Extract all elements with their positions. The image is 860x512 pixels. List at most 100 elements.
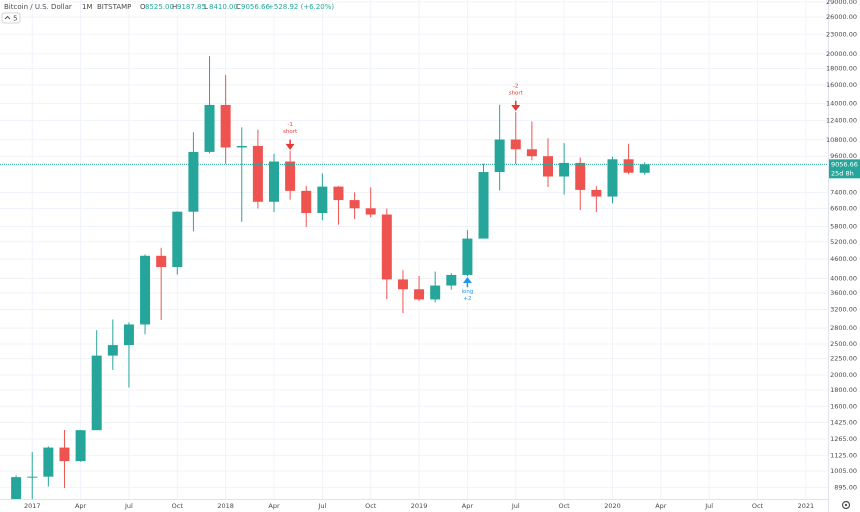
y-tick-label: 14000.00 — [826, 100, 857, 108]
candle-body — [397, 279, 408, 290]
x-tick-label: Apr — [655, 502, 667, 510]
candle-body — [59, 447, 70, 462]
y-tick-label: 2250.00 — [830, 355, 857, 363]
candle-body — [317, 186, 328, 214]
x-tick-label: Apr — [462, 502, 474, 510]
x-tick-label: 2020 — [604, 502, 621, 510]
candle-body — [301, 190, 312, 214]
x-tick-label: Jul — [511, 502, 520, 510]
signal-arrow — [462, 277, 472, 288]
candle-body — [446, 274, 457, 286]
candle-body — [107, 345, 118, 356]
candle-body — [43, 447, 54, 477]
candle-body — [430, 285, 441, 300]
candle-body — [156, 255, 167, 268]
signal-arrow — [511, 100, 521, 112]
candle-body — [607, 159, 618, 197]
y-tick-label: 16000.00 — [826, 81, 857, 89]
settings-icon[interactable] — [841, 500, 851, 510]
y-tick-label: 2500.00 — [830, 340, 857, 348]
candle-body — [462, 238, 473, 275]
x-tick-label: Jul — [124, 502, 133, 510]
ohlc-key: C — [236, 3, 241, 11]
y-tick-label: 7400.00 — [830, 189, 857, 197]
ohlc-value: 8525.00 — [145, 3, 174, 11]
exchange: BITSTAMP — [97, 3, 131, 11]
countdown-label: 25d 8h — [831, 169, 854, 177]
y-tick-label: 9600.00 — [830, 152, 857, 160]
y-tick-label: 23000.00 — [826, 30, 857, 38]
y-tick-label: 3200.00 — [830, 306, 857, 314]
symbol: Bitcoin / U.S. Dollar — [4, 3, 72, 11]
y-tick-label: 1125.00 — [830, 451, 857, 459]
signal-label: +2 — [463, 296, 471, 302]
y-tick-label: 1800.00 — [830, 386, 857, 394]
x-tick-label: 2018 — [217, 502, 234, 510]
candle-body — [575, 162, 586, 190]
ohlc-key: H — [172, 3, 177, 11]
interval: 1M — [82, 3, 93, 11]
x-tick-label: Jul — [704, 502, 713, 510]
price-change: +528.92 (+6.20%) — [268, 3, 334, 11]
signal-label: -1 — [287, 122, 292, 128]
signal-label: long — [461, 289, 473, 295]
signal-label: short — [509, 90, 524, 96]
candle-body — [559, 162, 570, 177]
y-tick-label: 1265.00 — [830, 435, 857, 443]
ohlc-value: 8410.00 — [209, 3, 238, 11]
candle-body — [252, 145, 263, 202]
y-tick-label: 10800.00 — [826, 136, 857, 144]
candle-body — [381, 214, 392, 280]
y-tick-label: 29000.00 — [826, 0, 857, 6]
x-tick-label: Jul — [317, 502, 326, 510]
candle-body — [414, 289, 425, 300]
x-axis-panel — [0, 500, 828, 512]
candle-body — [623, 159, 634, 173]
y-tick-label: 20000.00 — [826, 50, 857, 58]
candle-body — [188, 151, 199, 212]
signal-label: -2 — [513, 83, 518, 89]
last-price-label: 9056.66 — [831, 160, 858, 168]
signal-arrow — [285, 139, 295, 150]
gear — [841, 500, 851, 510]
y-tick-label: 1425.00 — [830, 418, 857, 426]
candle-body — [204, 104, 215, 152]
candle-body — [543, 156, 553, 177]
ohlc-value: 9187.85 — [177, 3, 206, 11]
candle-body — [27, 476, 38, 478]
last-price-tag — [829, 159, 860, 179]
x-tick-label: Oct — [558, 502, 570, 510]
candle-body — [639, 164, 650, 173]
x-tick-label: 2017 — [24, 502, 41, 510]
y-tick-label: 5800.00 — [830, 223, 857, 231]
candle-body — [11, 477, 22, 512]
y-tick-label: 4000.00 — [830, 274, 857, 282]
x-tick-label: Oct — [365, 502, 377, 510]
signal-label: short — [283, 129, 298, 135]
y-tick-label: 12400.00 — [826, 116, 857, 124]
y-tick-label: 5200.00 — [830, 238, 857, 246]
candle-body — [510, 139, 521, 150]
candle-body — [75, 430, 86, 462]
y-tick-label: 2800.00 — [830, 324, 857, 332]
x-tick-label: Oct — [172, 502, 184, 510]
candle-body — [494, 139, 505, 173]
y-tick-label: 6600.00 — [830, 204, 857, 212]
candle-body — [269, 161, 279, 202]
ohlc-value: 9056.66 — [241, 3, 270, 11]
chevron-icon — [4, 15, 11, 20]
candle-body — [478, 172, 489, 239]
indicator-toggle[interactable] — [1, 12, 21, 24]
y-tick-label: 18000.00 — [826, 64, 857, 72]
y-tick-label: 3600.00 — [830, 289, 857, 297]
candle-body — [236, 145, 247, 148]
y-tick-label: 4600.00 — [830, 255, 857, 263]
y-tick-label: 895.00 — [834, 483, 857, 491]
indicator-count: 5 — [13, 15, 17, 23]
candle-body — [349, 200, 360, 209]
y-tick-label: 1005.00 — [830, 467, 857, 475]
candle-body — [333, 186, 344, 201]
candle-body — [591, 189, 602, 197]
x-tick-label: 2019 — [411, 502, 428, 510]
